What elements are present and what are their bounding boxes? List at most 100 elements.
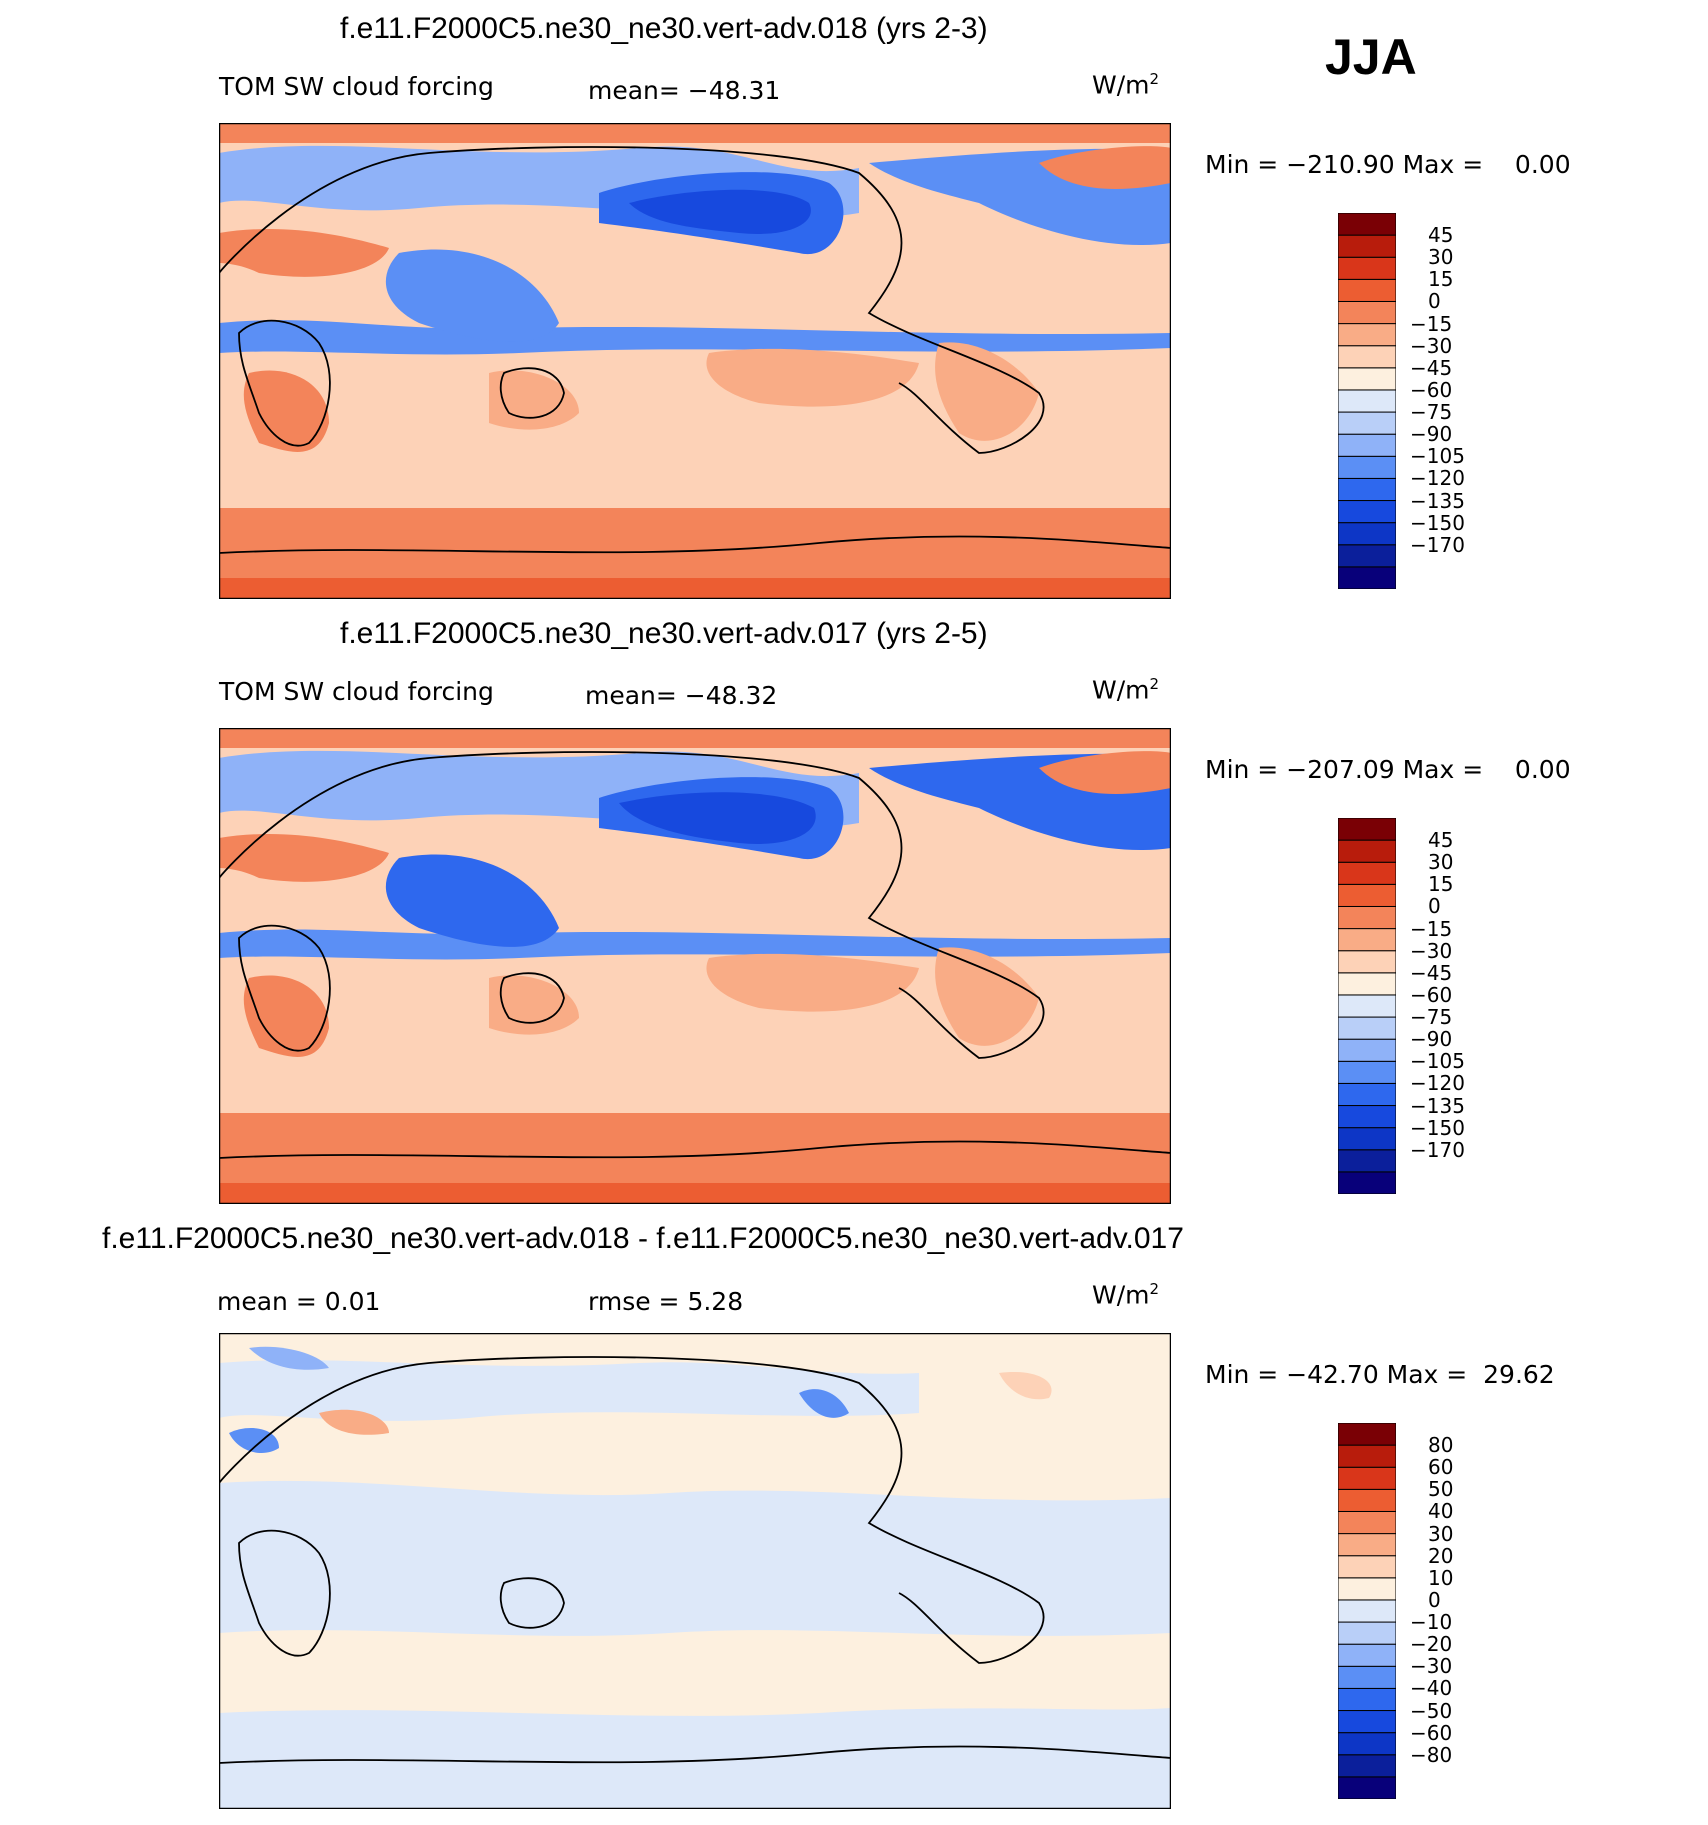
colorbar-swatch	[1338, 1127, 1396, 1151]
colorbar-swatch	[1338, 1488, 1396, 1512]
colorbar-swatch	[1338, 345, 1396, 369]
colorbar-swatch	[1338, 234, 1396, 258]
min-max-label: Min = −42.70 Max = 29.62	[1205, 1360, 1555, 1389]
colorbar-tick-label: 80	[1428, 1433, 1454, 1458]
colorbar-tick-label: −75	[1410, 1005, 1453, 1030]
colorbar-tick-label: 10	[1428, 1565, 1454, 1590]
map-plot	[219, 728, 1171, 1204]
units-label: W/m2	[1092, 675, 1160, 705]
colorbar-tick-label: 30	[1428, 245, 1454, 270]
colorbar-swatch	[1338, 1599, 1396, 1623]
min-max-label: Min = −210.90 Max = 0.00	[1205, 150, 1571, 179]
colorbar-tick-label: 40	[1428, 1499, 1454, 1524]
colorbar-tick-label: −150	[1410, 1115, 1465, 1140]
colorbar	[1338, 1423, 1396, 1799]
colorbar-tick-label: −10	[1410, 1610, 1453, 1635]
colorbar-tick-label: 20	[1428, 1543, 1454, 1568]
colorbar-swatch	[1338, 1149, 1396, 1173]
colorbar-swatch	[1338, 1060, 1396, 1084]
colorbar-swatch	[1338, 323, 1396, 347]
panel-title: f.e11.F2000C5.ne30_ne30.vert-adv.017 (yr…	[340, 617, 988, 650]
colorbar-swatch	[1338, 1687, 1396, 1712]
colorbar-swatch	[1338, 566, 1396, 589]
colorbar-tick-label: −50	[1410, 1698, 1453, 1723]
colorbar-swatch	[1338, 883, 1396, 907]
colorbar-swatch	[1338, 1466, 1396, 1490]
colorbar-tick-label: −60	[1410, 982, 1453, 1007]
colorbar-tick-label: 0	[1428, 289, 1441, 314]
colorbar-swatch	[1338, 928, 1396, 952]
colorbar-swatch	[1338, 1577, 1396, 1601]
colorbar-swatch	[1338, 522, 1396, 546]
map-plot	[219, 1333, 1171, 1809]
colorbar-tick-label: 30	[1428, 1521, 1454, 1546]
units-label: W/m2	[1092, 70, 1160, 100]
colorbar-swatch	[1338, 433, 1396, 457]
colorbar-tick-label: 0	[1428, 894, 1441, 919]
panel-title: f.e11.F2000C5.ne30_ne30.vert-adv.018 - f…	[102, 1222, 1184, 1255]
colorbar-scale	[1338, 818, 1396, 1194]
colorbar-swatch	[1338, 1710, 1396, 1734]
colorbar-scale	[1338, 1423, 1396, 1799]
colorbar-tick-label: 60	[1428, 1455, 1454, 1480]
colorbar-tick-label: −30	[1410, 1654, 1453, 1679]
colorbar-swatch	[1338, 1555, 1396, 1579]
colorbar-tick-label: −170	[1410, 532, 1465, 557]
colorbar-tick-label: 15	[1428, 872, 1454, 897]
colorbar-tick-label: 45	[1428, 223, 1454, 248]
panel-model-018: f.e11.F2000C5.ne30_ne30.vert-adv.018 (yr…	[0, 0, 1708, 605]
colorbar	[1338, 213, 1396, 589]
colorbar-tick-label: −60	[1410, 1720, 1453, 1745]
colorbar-tick-label: −30	[1410, 938, 1453, 963]
colorbar-swatch	[1338, 1754, 1396, 1778]
colorbar-swatch	[1338, 300, 1396, 325]
colorbar-tick-label: −40	[1410, 1676, 1453, 1701]
colorbar-swatch	[1338, 1643, 1396, 1667]
colorbar-tick-label: −75	[1410, 400, 1453, 425]
mean-label: mean= −48.31	[588, 76, 781, 105]
colorbar-swatch	[1338, 905, 1396, 930]
colorbar-swatch	[1338, 1423, 1396, 1446]
colorbar-tick-label: −135	[1410, 1093, 1465, 1118]
variable-label: TOM SW cloud forcing	[219, 677, 494, 706]
colorbar-tick-label: −90	[1410, 1027, 1453, 1052]
colorbar-swatch	[1338, 1016, 1396, 1040]
season-label: JJA	[1325, 29, 1417, 85]
panel-difference: f.e11.F2000C5.ne30_ne30.vert-adv.018 - f…	[0, 1210, 1708, 1815]
colorbar-swatch	[1338, 950, 1396, 974]
min-max-label: Min = −207.09 Max = 0.00	[1205, 755, 1571, 784]
colorbar-swatch	[1338, 1082, 1396, 1107]
colorbar-swatch	[1338, 972, 1396, 996]
colorbar-swatch	[1338, 1732, 1396, 1756]
colorbar-tick-label: −90	[1410, 422, 1453, 447]
colorbar-scale	[1338, 213, 1396, 589]
colorbar-tick-label: −120	[1410, 466, 1465, 491]
colorbar-swatch	[1338, 367, 1396, 391]
colorbar-tick-label: −150	[1410, 510, 1465, 535]
colorbar-tick-label: 0	[1428, 1587, 1441, 1612]
mean-label: mean= −48.32	[585, 681, 778, 710]
colorbar-swatch	[1338, 544, 1396, 568]
colorbar-tick-label: −120	[1410, 1071, 1465, 1096]
colorbar-swatch	[1338, 1105, 1396, 1129]
colorbar-swatch	[1338, 839, 1396, 863]
colorbar-tick-label: −45	[1410, 960, 1453, 985]
colorbar-tick-label: 45	[1428, 828, 1454, 853]
colorbar-tick-label: −20	[1410, 1632, 1453, 1657]
colorbar-tick-label: −30	[1410, 333, 1453, 358]
colorbar-swatch	[1338, 1038, 1396, 1062]
colorbar-tick-label: 50	[1428, 1477, 1454, 1502]
colorbar	[1338, 818, 1396, 1194]
colorbar-swatch	[1338, 1776, 1396, 1799]
colorbar-swatch	[1338, 389, 1396, 413]
colorbar-swatch	[1338, 256, 1396, 280]
colorbar-swatch	[1338, 455, 1396, 479]
colorbar-swatch	[1338, 1533, 1396, 1557]
colorbar-swatch	[1338, 500, 1396, 524]
colorbar-swatch	[1338, 1665, 1396, 1689]
units-label: W/m2	[1092, 1280, 1160, 1310]
colorbar-swatch	[1338, 818, 1396, 841]
colorbar-swatch	[1338, 1510, 1396, 1535]
colorbar-tick-label: −15	[1410, 916, 1453, 941]
colorbar-tick-label: 15	[1428, 267, 1454, 292]
